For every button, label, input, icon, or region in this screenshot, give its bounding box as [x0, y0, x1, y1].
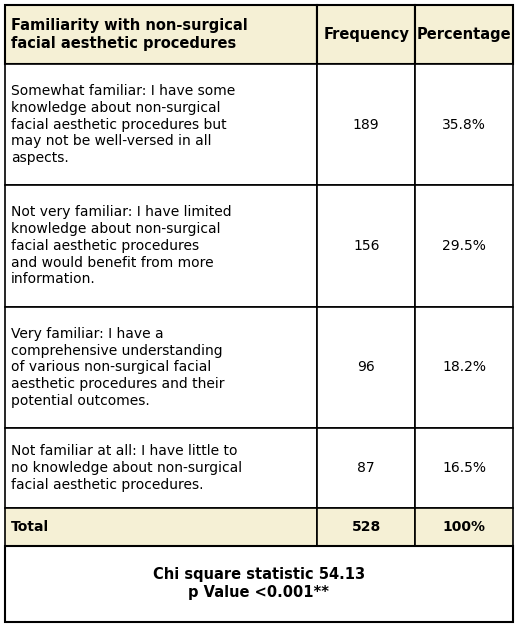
Bar — [415, 186, 513, 307]
Text: Total: Total — [11, 520, 49, 534]
Bar — [318, 186, 415, 307]
Bar — [5, 508, 318, 546]
Text: 156: 156 — [353, 239, 380, 253]
Text: Chi square statistic 54.13
p Value <0.001**: Chi square statistic 54.13 p Value <0.00… — [153, 567, 365, 601]
Text: 35.8%: 35.8% — [442, 118, 486, 132]
Text: 18.2%: 18.2% — [442, 361, 486, 374]
Text: Somewhat familiar: I have some
knowledge about non-surgical
facial aesthetic pro: Somewhat familiar: I have some knowledge… — [11, 84, 235, 165]
Text: Very familiar: I have a
comprehensive understanding
of various non-surgical faci: Very familiar: I have a comprehensive un… — [11, 327, 224, 408]
Text: 528: 528 — [352, 520, 381, 534]
Text: 16.5%: 16.5% — [442, 461, 486, 475]
Text: 100%: 100% — [442, 520, 485, 534]
Bar — [318, 428, 415, 508]
Bar — [5, 546, 513, 622]
Bar — [415, 307, 513, 428]
Bar — [5, 64, 318, 186]
Text: 29.5%: 29.5% — [442, 239, 486, 253]
Bar — [5, 307, 318, 428]
Text: 96: 96 — [357, 361, 375, 374]
Bar — [318, 5, 415, 64]
Bar — [5, 5, 318, 64]
Text: Frequency: Frequency — [323, 27, 409, 42]
Bar — [318, 508, 415, 546]
Bar — [318, 307, 415, 428]
Bar — [415, 5, 513, 64]
Text: 189: 189 — [353, 118, 380, 132]
Text: 87: 87 — [357, 461, 375, 475]
Bar — [5, 186, 318, 307]
Bar — [5, 428, 318, 508]
Text: Not very familiar: I have limited
knowledge about non-surgical
facial aesthetic : Not very familiar: I have limited knowle… — [11, 206, 232, 287]
Bar — [415, 64, 513, 186]
Bar — [415, 428, 513, 508]
Bar — [415, 508, 513, 546]
Text: Percentage: Percentage — [416, 27, 511, 42]
Text: Not familiar at all: I have little to
no knowledge about non-surgical
facial aes: Not familiar at all: I have little to no… — [11, 444, 242, 492]
Bar — [318, 64, 415, 186]
Text: Familiarity with non-surgical
facial aesthetic procedures: Familiarity with non-surgical facial aes… — [11, 18, 248, 51]
